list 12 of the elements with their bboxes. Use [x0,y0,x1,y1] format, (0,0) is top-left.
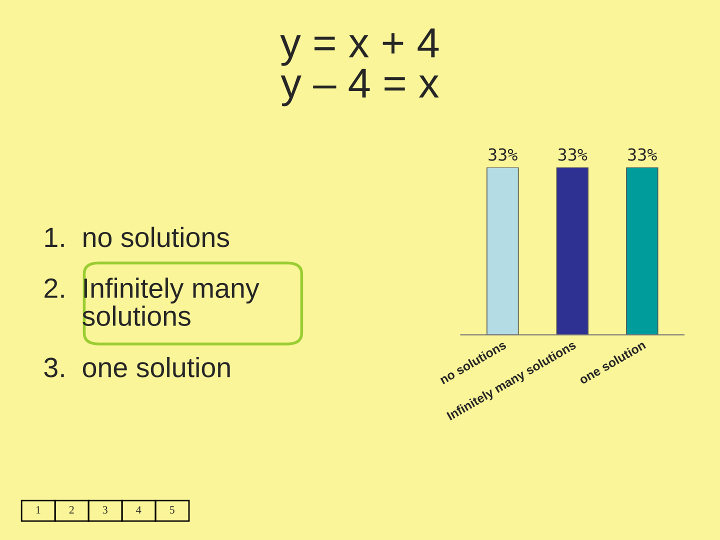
text: 2. Infinitely many solutions [44,278,260,326]
chart-title: y = x + 4 y – 4 = x [280,28,439,106]
text: 3 [102,506,108,514]
text: 1. no solutions [45,226,230,248]
text: 5 [170,506,174,514]
data-label: 33% [488,148,518,161]
text: 2 [69,506,74,514]
data-label: 33% [558,148,588,161]
text: 1 [36,506,40,514]
text: 4 [136,506,142,514]
data-label: 33% [628,148,657,161]
text: 3. one solution [44,356,230,378]
